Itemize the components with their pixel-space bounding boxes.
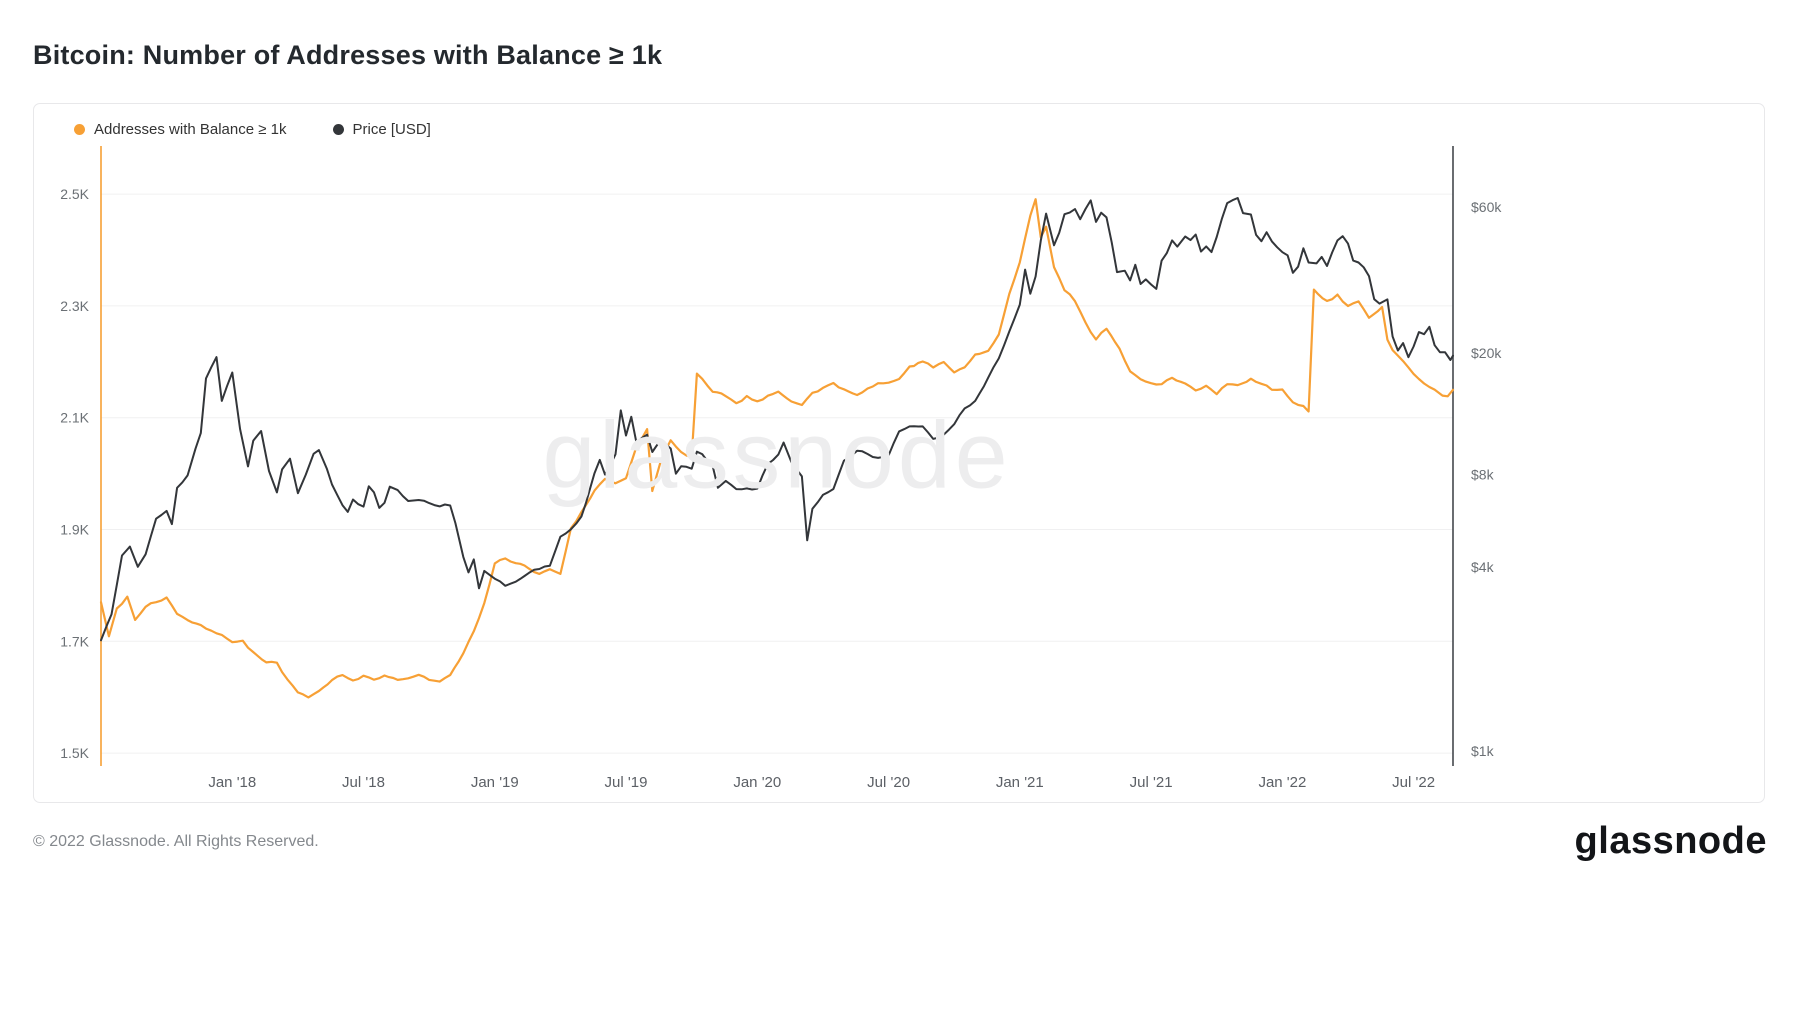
x-axis-labels: Jan '18 Jul '18 Jan '19 Jul '19 Jan '20 Jul '… [208,774,1435,791]
x-axis-tick-label: Jan '21 [996,774,1044,791]
left-axis-tick-label: 2.1K [60,410,89,426]
x-axis-tick-label: Jul '21 [1130,774,1173,791]
chart-card: Addresses with Balance ≥ 1k Price [USD] … [33,103,1765,803]
left-axis-tick-label: 2.3K [60,298,89,314]
x-axis-tick-label: Jan '19 [471,774,519,791]
addresses-legend-label: Addresses with Balance ≥ 1k [94,121,287,138]
x-axis-tick-label: Jul '20 [867,774,910,791]
left-axis-tick-label: 1.7K [60,633,89,649]
x-axis-tick-label: Jan '20 [733,774,781,791]
chart-canvas[interactable]: 1.5K 1.7K 1.9K 2.1K 2.3K 2.5K $1k $4k $8k $20k $6… [34,104,1766,804]
glassnode-logo[interactable]: glassnode [1574,820,1767,862]
left-axis-tick-label: 1.9K [60,522,89,538]
right-axis-labels: $1k $4k $8k $20k $60k [1471,199,1502,759]
left-axis-labels: 1.5K 1.7K 1.9K 2.1K 2.3K 2.5K [60,186,89,761]
legend-item-addresses[interactable]: Addresses with Balance ≥ 1k [74,121,287,138]
addresses-legend-dot-icon [74,124,85,135]
addresses-line-path [99,198,1455,699]
x-axis-tick-label: Jan '22 [1258,774,1306,791]
chart-legend: Addresses with Balance ≥ 1k Price [USD] [74,121,431,138]
right-axis-tick-label: $20k [1471,345,1502,361]
x-axis-tick-label: Jul '22 [1392,774,1435,791]
legend-item-price[interactable]: Price [USD] [332,121,431,138]
addresses-series-line [99,198,1455,699]
price-series-line [100,197,1454,642]
x-axis-tick-label: Jul '18 [342,774,385,791]
x-axis-tick-label: Jul '19 [605,774,648,791]
grid-lines [101,193,1453,754]
price-line-path [100,197,1454,642]
price-legend-label: Price [USD] [352,121,431,138]
page-title: Bitcoin: Number of Addresses with Balanc… [33,40,663,70]
right-axis-tick-label: $4k [1471,559,1495,575]
right-axis-tick-label: $60k [1471,199,1502,215]
right-axis-tick-label: $8k [1471,467,1495,483]
left-axis-tick-label: 1.5K [60,745,89,761]
x-axis-tick-label: Jan '18 [208,774,256,791]
left-axis-tick-label: 2.5K [60,186,89,202]
copyright-text: © 2022 Glassnode. All Rights Reserved. [33,833,319,850]
right-axis-tick-label: $1k [1471,743,1495,759]
axis-lines [100,146,1454,766]
price-legend-dot-icon [332,124,344,135]
